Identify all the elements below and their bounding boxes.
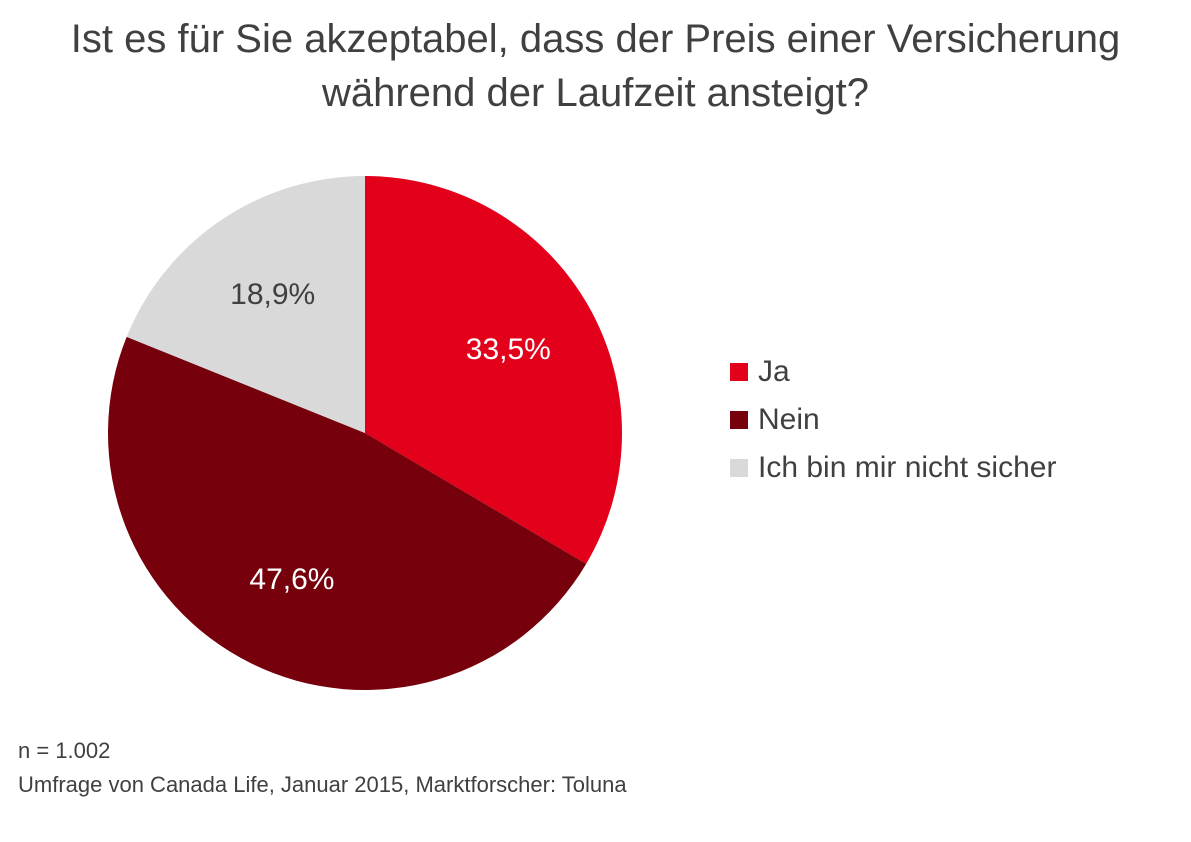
chart-title: Ist es für Sie akzeptabel, dass der Prei… xyxy=(0,12,1191,120)
source-note: Umfrage von Canada Life, Januar 2015, Ma… xyxy=(18,772,627,797)
legend-item-nicht-sicher: Ich bin mir nicht sicher xyxy=(730,444,1056,492)
legend: Ja Nein Ich bin mir nicht sicher xyxy=(730,348,1056,492)
pie-slice-ja xyxy=(365,176,622,564)
pie-slice-nein xyxy=(108,336,587,690)
chart-title-line-1: Ist es für Sie akzeptabel, dass der Prei… xyxy=(70,17,1121,61)
chart-title-line-2: während der Laufzeit ansteigt? xyxy=(321,71,870,115)
sample-size-note: n = 1.002 xyxy=(18,738,111,763)
slice-label-nicht-sicher: 18,9% xyxy=(230,278,315,311)
legend-item-nein: Nein xyxy=(730,396,1056,444)
legend-item-ja: Ja xyxy=(730,348,1056,396)
legend-label-ja: Ja xyxy=(758,355,790,388)
legend-swatch-nicht-sicher xyxy=(730,459,748,477)
legend-label-nicht-sicher: Ich bin mir nicht sicher xyxy=(758,451,1057,484)
legend-swatch-nein xyxy=(730,411,748,429)
legend-label-nein: Nein xyxy=(758,403,820,436)
legend-swatch-ja xyxy=(730,363,748,381)
slice-label-ja: 33,5% xyxy=(466,333,551,366)
pie-slice-nicht-sicher xyxy=(126,175,365,433)
slice-label-nein: 47,6% xyxy=(249,563,334,596)
